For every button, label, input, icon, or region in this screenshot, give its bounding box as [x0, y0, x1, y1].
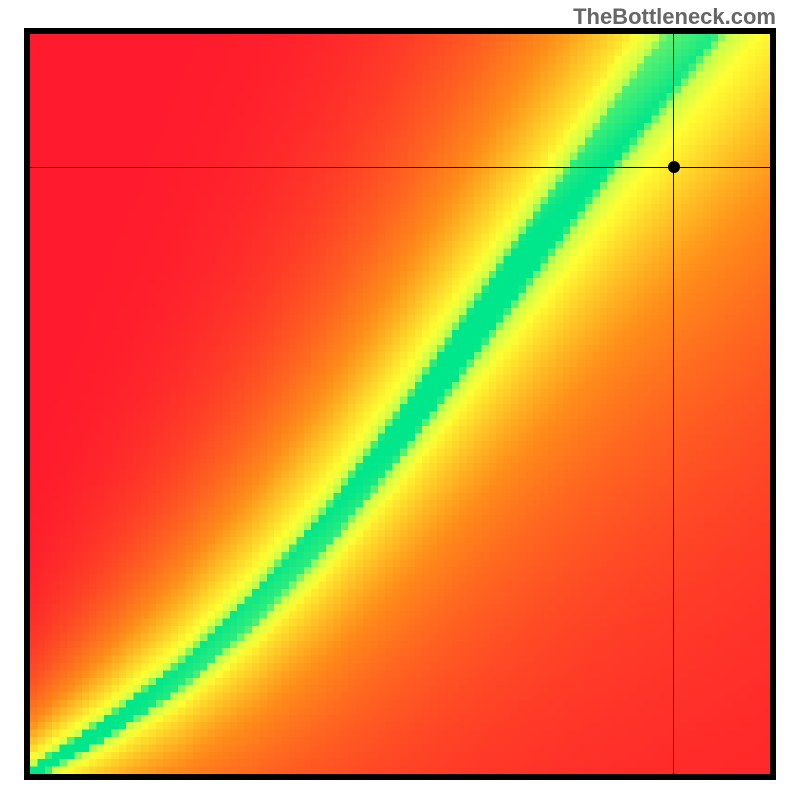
crosshair-vertical: [673, 34, 674, 774]
heatmap-frame: [24, 28, 776, 780]
crosshair-horizontal: [30, 167, 770, 168]
heatmap-inner: [30, 34, 770, 774]
watermark-text: TheBottleneck.com: [573, 4, 776, 30]
marker-dot: [668, 161, 680, 173]
heatmap-canvas: [30, 34, 770, 774]
